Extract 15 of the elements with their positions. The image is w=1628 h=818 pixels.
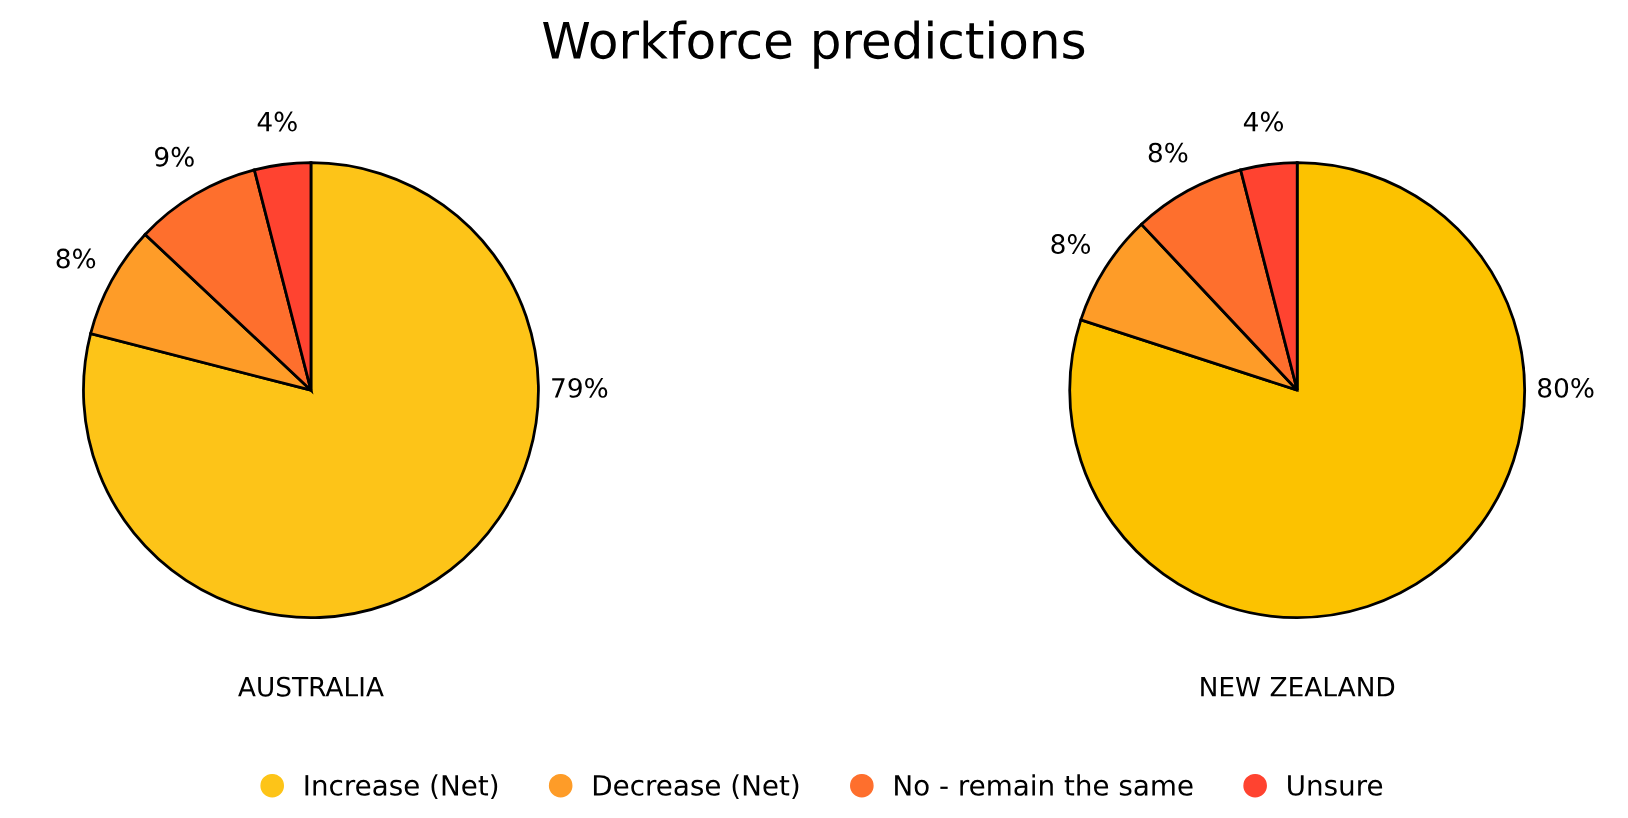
data-label: 79%	[552, 377, 608, 398]
legend-label: No - remain the same	[895, 774, 1193, 796]
data-label: 8%	[56, 248, 96, 269]
data-label: 4%	[257, 111, 297, 132]
data-label: 4%	[1243, 111, 1284, 132]
chart-title: Workforce predictions	[543, 20, 1085, 69]
legend-label: Decrease (Net)	[593, 774, 799, 800]
text: NEW ZEALAND	[1201, 677, 1395, 697]
data-label: 8%	[1051, 234, 1091, 255]
data-label: 9%	[155, 146, 194, 167]
legend-label: Increase (Net)	[305, 774, 498, 800]
data-label: 8%	[1148, 142, 1188, 163]
text: AUSTRALIA	[238, 676, 384, 697]
legend-label: Unsure	[1288, 775, 1383, 796]
data-label: 80%	[1538, 377, 1594, 398]
